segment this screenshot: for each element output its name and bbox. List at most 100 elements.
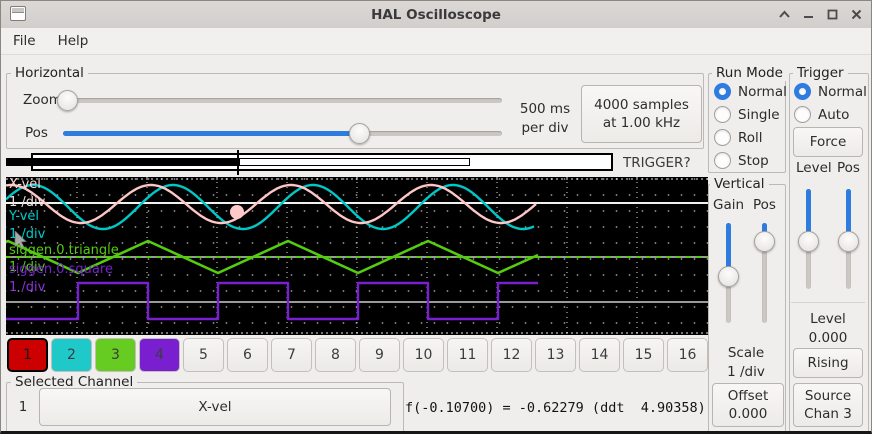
- zoom-slider-label: Zoom: [23, 92, 62, 108]
- oscilloscope-display[interactable]: X-vel 1 /div Y-vel 1 /div siggen.0.triangle 1…: [6, 177, 708, 335]
- selected-channel-group: [6, 382, 404, 431]
- radio-icon: [714, 152, 731, 169]
- trigger-group-label: Trigger: [793, 66, 848, 81]
- trigger-source-button[interactable]: Source Chan 3: [793, 383, 863, 427]
- window-title: HAL Oscilloscope: [371, 6, 501, 23]
- scope-channel-label: siggen.0.square: [9, 262, 113, 277]
- scope-channel-label: X-vel: [9, 177, 41, 192]
- trigger-point-marker: [230, 205, 244, 219]
- mouse-cursor-icon: [14, 231, 27, 250]
- radio-icon: [794, 106, 811, 123]
- vertical-group-label: Vertical: [710, 177, 769, 192]
- horizontal-pos-slider-handle[interactable]: [349, 123, 371, 144]
- channel-button-8[interactable]: 8: [315, 338, 356, 372]
- channel-button-10[interactable]: 10: [403, 338, 444, 372]
- radio-icon: [794, 83, 811, 100]
- radio-icon: [714, 83, 731, 100]
- x-vel-trace: [6, 183, 537, 225]
- channel-button-9[interactable]: 9: [359, 338, 400, 372]
- radio-label: Normal: [818, 83, 867, 100]
- scope-channel-label: 1 /div: [9, 227, 46, 242]
- channel-row: 1 2 3 4 5 6 7 8 9 10 11 12 13 14 15 16: [7, 338, 708, 372]
- channel-button-11[interactable]: 11: [447, 338, 488, 372]
- triangle-trace: [6, 239, 539, 275]
- radio-option-roll[interactable]: Roll: [714, 126, 787, 149]
- trigger-pos-slider-label: Pos: [837, 160, 860, 176]
- vertical-pos-slider-handle[interactable]: [754, 231, 775, 252]
- gain-slider-label: Gain: [713, 197, 745, 213]
- samples-button[interactable]: 4000 samples at 1.00 kHz: [581, 85, 702, 143]
- trigger-level-slider-handle[interactable]: [798, 231, 819, 252]
- channel-button-13[interactable]: 13: [535, 338, 576, 372]
- radio-option-normal[interactable]: Normal: [714, 80, 787, 103]
- trigger-bar-window: [239, 158, 470, 166]
- offset-button[interactable]: Offset 0.000: [712, 383, 784, 427]
- trigger-bar-fill: [6, 158, 238, 166]
- channel-button-3[interactable]: 3: [95, 338, 136, 372]
- trigger-level-value: 0.000: [808, 330, 848, 346]
- trigger-pos-slider-fill: [846, 189, 851, 241]
- trigger-level-slider-label: Level: [796, 160, 832, 176]
- scale-value: 1 /div: [727, 364, 765, 380]
- trigger-position-cursor[interactable]: [237, 150, 239, 175]
- channel-button-6[interactable]: 6: [227, 338, 268, 372]
- trigger-edge-button[interactable]: Rising: [793, 348, 863, 378]
- scope-channel-label: siggen.0.triangle: [9, 243, 119, 258]
- channel-button-12[interactable]: 12: [491, 338, 532, 372]
- menu-help[interactable]: Help: [57, 33, 89, 49]
- scale-caption: Scale: [727, 345, 765, 361]
- channel-value-readout: f(-0.10700) = -0.62279 (ddt 4.90358): [405, 400, 706, 416]
- maximize-icon[interactable]: [826, 8, 839, 21]
- channel-button-7[interactable]: 7: [271, 338, 312, 372]
- selected-channel-group-label: Selected Channel: [11, 375, 138, 390]
- square-trace: [6, 281, 538, 321]
- scope-channel-label: 1 /div: [9, 280, 46, 295]
- trigger-radios: Normal Auto: [794, 80, 867, 126]
- radio-icon: [714, 106, 731, 123]
- y-vel-trace: [6, 183, 535, 231]
- menu-file[interactable]: File: [13, 33, 36, 49]
- radio-label: Auto: [818, 106, 850, 123]
- close-icon[interactable]: [850, 8, 863, 21]
- trigger-level-caption: Level: [810, 311, 846, 327]
- force-button[interactable]: Force: [793, 127, 863, 157]
- radio-icon: [714, 129, 731, 146]
- channel-button-2[interactable]: 2: [51, 338, 92, 372]
- channel-button-1[interactable]: 1: [7, 338, 48, 372]
- horizontal-group: [6, 73, 704, 149]
- horizontal-group-label: Horizontal: [11, 66, 88, 81]
- channel-button-4[interactable]: 4: [139, 338, 180, 372]
- horizontal-zoom-slider-track: [58, 98, 502, 103]
- trigger-pos-slider-handle[interactable]: [838, 231, 859, 252]
- minimize-icon[interactable]: [802, 8, 815, 21]
- radio-option-single[interactable]: Single: [714, 103, 787, 126]
- trigger-question-label: TRIGGER?: [623, 155, 691, 171]
- scope-channel-label: Y-vel: [9, 209, 40, 224]
- radio-option-auto[interactable]: Auto: [794, 103, 867, 126]
- pos-slider-label: Pos: [25, 125, 48, 141]
- channel-button-5[interactable]: 5: [183, 338, 224, 372]
- channel-button-14[interactable]: 14: [579, 338, 620, 372]
- window-icon: [10, 6, 26, 21]
- selected-channel-button[interactable]: X-vel: [39, 388, 391, 426]
- selected-channel-number: 1: [18, 399, 28, 415]
- trigger-separator: [791, 302, 865, 303]
- radio-option-stop[interactable]: Stop: [714, 149, 787, 172]
- trigger-level-slider-fill: [806, 189, 811, 241]
- scope-channel-label: 1 /div: [9, 195, 46, 210]
- horizontal-zoom-slider-handle[interactable]: [56, 90, 78, 111]
- radio-label: Stop: [738, 152, 769, 169]
- run-mode-group-label: Run Mode: [712, 66, 787, 81]
- radio-option-normal[interactable]: Normal: [794, 80, 867, 103]
- horizontal-pos-slider-fill: [63, 131, 360, 136]
- vertical-gain-slider-handle[interactable]: [718, 266, 739, 287]
- radio-label: Roll: [738, 129, 763, 146]
- radio-label: Normal: [738, 83, 787, 100]
- shade-icon[interactable]: [778, 8, 791, 21]
- radio-label: Single: [738, 106, 780, 123]
- menu-bar: File Help: [1, 28, 871, 55]
- vertical-gain-slider-fill: [726, 223, 731, 276]
- channel-button-16[interactable]: 16: [667, 338, 708, 372]
- channel-button-15[interactable]: 15: [623, 338, 664, 372]
